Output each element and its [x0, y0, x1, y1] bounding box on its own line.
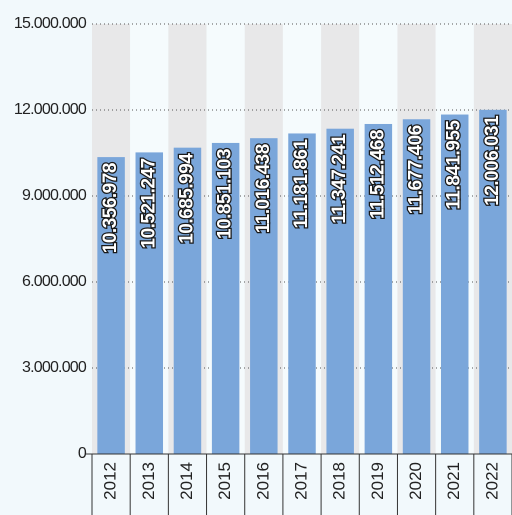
value-label: 10.356.978 — [100, 163, 121, 253]
value-label: 11.181.861 — [291, 139, 312, 229]
x-tick-label: 2018 — [330, 462, 349, 500]
bar — [135, 152, 164, 454]
bar — [250, 138, 278, 455]
y-tick-label: 3.000.000 — [22, 359, 87, 376]
value-label: 10.521.247 — [138, 158, 159, 248]
y-tick-label: 0 — [78, 445, 87, 462]
value-label: 10.851.103 — [215, 149, 236, 239]
bar — [364, 123, 393, 454]
y-tick-label: 6.000.000 — [22, 273, 87, 290]
x-tick-label: 2015 — [215, 462, 234, 500]
bar — [479, 109, 507, 454]
x-tick-label: 2014 — [177, 462, 196, 500]
bar — [288, 133, 316, 455]
x-tick-label: 2021 — [444, 462, 463, 500]
x-tick-label: 2017 — [291, 462, 310, 500]
bar — [402, 119, 431, 455]
y-tick-label: 9.000.000 — [22, 187, 87, 204]
x-tick-label: 2012 — [101, 462, 120, 500]
x-tick-label: 2019 — [368, 462, 387, 500]
y-tick-label: 15.000.000 — [14, 15, 87, 32]
value-label: 11.512.468 — [367, 130, 388, 219]
value-label: 11.016.438 — [253, 144, 274, 233]
bar — [173, 147, 202, 455]
x-tick-label: 2013 — [139, 462, 158, 500]
x-tick-label: 2016 — [253, 462, 272, 500]
bar — [440, 114, 469, 454]
value-label: 12.006.031 — [482, 115, 503, 206]
x-tick-label: 2022 — [482, 462, 501, 500]
value-label: 10.685.994 — [176, 153, 197, 244]
value-label: 11.347.241 — [329, 134, 350, 224]
y-tick-label: 12.000.000 — [14, 101, 87, 118]
bar — [326, 128, 354, 455]
value-label: 11.841.955 — [444, 120, 465, 210]
bar — [211, 142, 240, 454]
bar — [97, 157, 125, 454]
x-tick-label: 2020 — [406, 462, 425, 500]
value-label: 11.677.406 — [406, 125, 427, 214]
